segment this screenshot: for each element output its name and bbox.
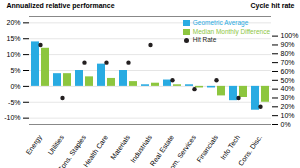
svg-text:0%: 0%: [281, 121, 291, 128]
svg-text:0%: 0%: [10, 83, 20, 90]
svg-text:Annualized relative performanc: Annualized relative performance: [7, 2, 115, 10]
svg-text:-10%: -10%: [4, 114, 20, 121]
svg-text:Energy: Energy: [25, 133, 45, 156]
svg-text:Financials: Financials: [195, 133, 219, 163]
svg-text:5%: 5%: [10, 67, 20, 74]
svg-text:40%: 40%: [281, 85, 295, 92]
svg-text:Health Care: Health Care: [82, 134, 109, 168]
svg-text:70%: 70%: [281, 59, 295, 66]
svg-text:10%: 10%: [6, 51, 20, 58]
svg-text:Utilities: Utilities: [46, 133, 65, 156]
html-text:Median Monthly Difference: Median Monthly Difference: [192, 27, 270, 35]
svg-text:Cons. Disc.: Cons. Disc.: [237, 134, 263, 167]
svg-text:15%: 15%: [6, 35, 20, 42]
svg-text:Com. Services: Com. Services: [165, 133, 197, 168]
svg-text:60%: 60%: [281, 68, 295, 75]
svg-text:80%: 80%: [281, 50, 295, 57]
svg-text:Info Tech: Info Tech: [219, 134, 241, 161]
svg-text:Industrials: Industrials: [129, 133, 153, 164]
svg-text:20%: 20%: [281, 103, 295, 110]
svg-text:20%: 20%: [6, 19, 20, 26]
svg-text:90%: 90%: [281, 41, 295, 48]
svg-text:10%: 10%: [281, 112, 295, 119]
svg-text:50%: 50%: [281, 77, 295, 84]
svg-text:-5%: -5%: [8, 99, 20, 106]
svg-text:Real Estate: Real Estate: [148, 133, 176, 168]
html-text:Geometric Average: Geometric Average: [192, 19, 249, 26]
svg-text:Materials: Materials: [109, 133, 131, 161]
svg-text:100%: 100%: [281, 32, 299, 39]
svg-text:Cycle hit rate: Cycle hit rate: [251, 2, 295, 10]
svg-text:30%: 30%: [281, 94, 295, 101]
html-text:Hit Rate: Hit Rate: [192, 36, 217, 43]
